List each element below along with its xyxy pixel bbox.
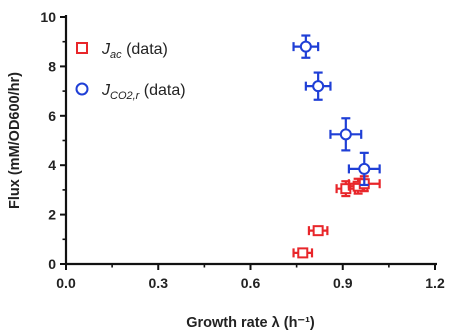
circle-marker xyxy=(299,40,312,53)
y-tick-label: 4 xyxy=(48,157,56,173)
square-marker xyxy=(312,225,324,237)
x-tick-label: 0.9 xyxy=(333,275,353,291)
y-tick-label: 0 xyxy=(48,256,56,272)
y-tick-label: 8 xyxy=(48,58,56,74)
circle-marker xyxy=(312,80,325,93)
circle-marker xyxy=(339,128,352,141)
data-point xyxy=(292,34,320,59)
y-tick-label: 2 xyxy=(48,207,56,223)
series-jco2r xyxy=(292,34,381,187)
data-point xyxy=(304,71,332,101)
series-jac xyxy=(292,175,381,259)
legend-square-marker xyxy=(76,42,88,54)
data-point xyxy=(347,151,381,187)
x-tick-label: 0.3 xyxy=(149,275,169,291)
data-point xyxy=(292,247,314,259)
square-marker xyxy=(340,183,352,195)
x-tick-label: 1.2 xyxy=(425,275,445,291)
circle-marker xyxy=(358,162,371,175)
square-marker xyxy=(297,247,309,259)
x-axis-title: Growth rate λ (h⁻¹) xyxy=(186,315,315,331)
legend-item: JCO2,r (data) xyxy=(75,82,186,102)
y-tick-label: 10 xyxy=(40,9,56,25)
x-tick-label: 0.6 xyxy=(241,275,261,291)
legend: Jac (data) JCO2,r (data) xyxy=(75,41,186,102)
y-axis-title: Flux (mM/OD600/hr) xyxy=(7,72,23,209)
data-point xyxy=(335,180,357,198)
legend-circle-marker xyxy=(75,82,89,96)
axes: 0 2 4 6 8 10 0.0 0.3 0.6 0.9 1.2 xyxy=(40,9,445,291)
x-tick-label: 0.0 xyxy=(56,275,76,291)
data-point xyxy=(307,225,329,237)
legend-label: JCO2,r (data) xyxy=(101,82,186,102)
y-tick-label: 6 xyxy=(48,108,56,124)
legend-item: Jac (data) xyxy=(76,41,168,61)
legend-label: Jac (data) xyxy=(101,41,168,61)
data-point xyxy=(329,117,363,152)
data-points xyxy=(292,34,381,259)
